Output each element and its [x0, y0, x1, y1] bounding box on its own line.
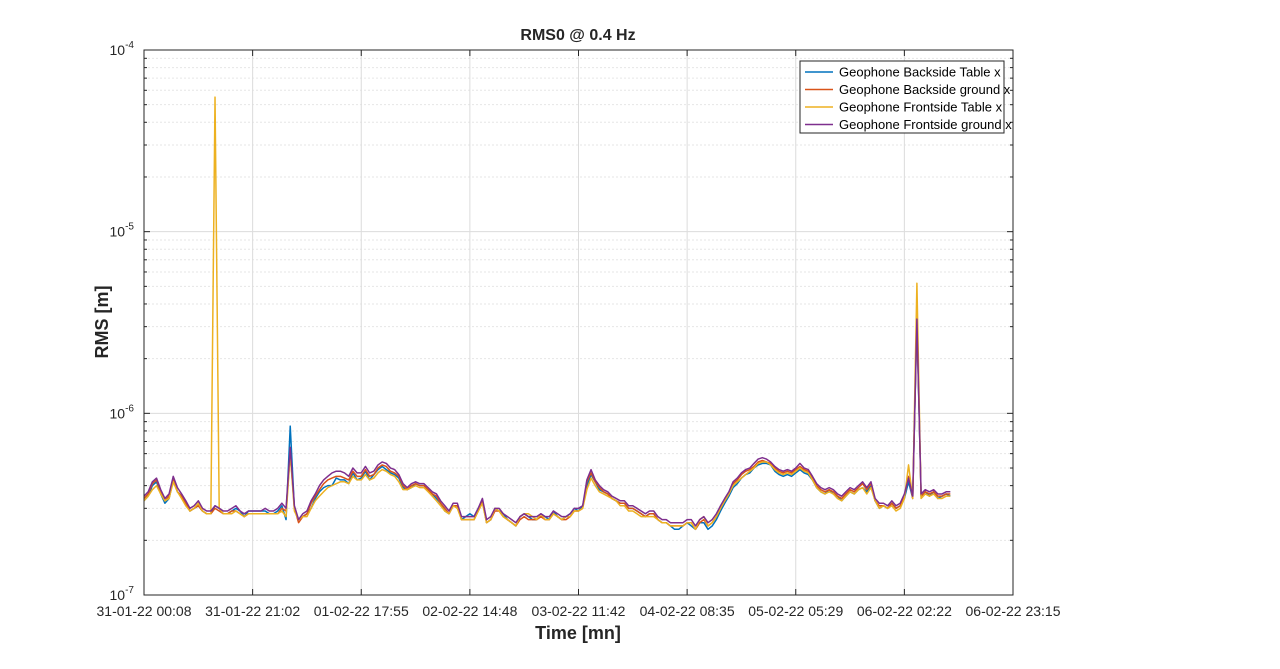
y-tick-label: 10-5 [110, 222, 135, 240]
legend-entry: Geophone Backside Table x [839, 65, 1001, 80]
x-tick-label: 31-01-22 00:08 [97, 603, 192, 619]
x-tick-labels: 31-01-22 00:08 31-01-22 21:02 01-02-22 17:… [97, 603, 1061, 619]
x-tick-label: 06-02-22 23:15 [966, 603, 1061, 619]
x-tick-label: 04-02-22 08:35 [640, 603, 735, 619]
legend-box [799, 60, 1005, 134]
legend-entry: Geophone Backside ground x [839, 82, 1011, 97]
series-line-4 [143, 318, 951, 527]
tick-marks [143, 49, 1014, 596]
x-tick-label: 05-02-22 05:29 [748, 603, 843, 619]
legend-entry: Geophone Frontside ground x [839, 117, 1012, 132]
chart-title: RMS0 @ 0.4 Hz [520, 27, 635, 44]
y-tick-label: 10-7 [110, 585, 135, 603]
y-tick-labels: 10-4 10-5 10-6 10-7 [110, 40, 135, 603]
x-axis-label: Time [mn] [535, 623, 621, 643]
legend: Geophone Backside Table x Geophone Backsi… [799, 60, 1012, 134]
x-tick-label: 01-02-22 17:55 [314, 603, 409, 619]
y-tick-label: 10-6 [110, 403, 135, 421]
series-line-3 [143, 96, 951, 531]
legend-entry: Geophone Frontside Table x [839, 100, 1003, 115]
y-tick-label: 10-4 [110, 40, 135, 58]
x-tick-label: 06-02-22 02:22 [857, 603, 952, 619]
y-axis-label: RMS [m] [92, 286, 112, 359]
series-layer [143, 96, 951, 531]
x-tick-label: 03-02-22 11:42 [532, 603, 626, 619]
x-tick-label: 31-01-22 21:02 [205, 603, 300, 619]
x-tick-label: 02-02-22 14:48 [422, 603, 517, 619]
